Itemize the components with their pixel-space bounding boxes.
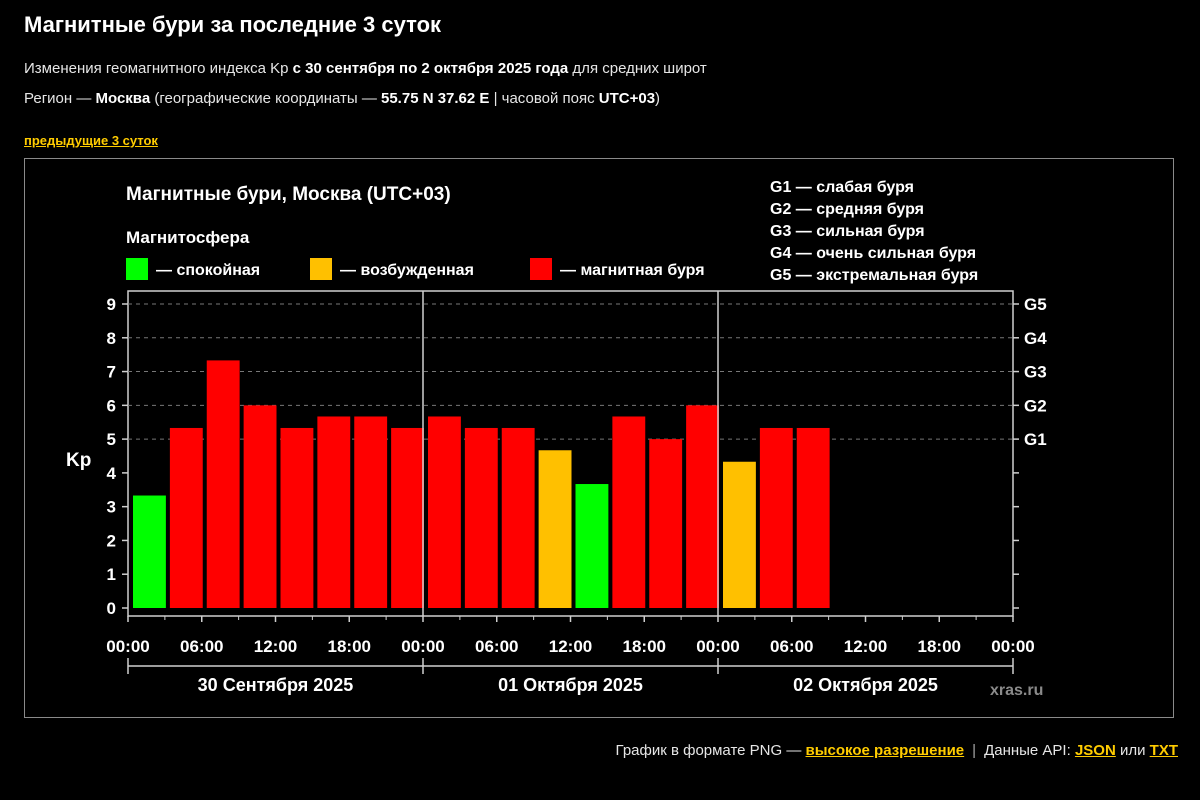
footer-api-text: Данные API:: [984, 742, 1075, 759]
x-tick-label: 12:00: [844, 637, 887, 656]
legend-storm-label: — магнитная буря: [560, 262, 705, 279]
y-tick-label: 7: [107, 363, 116, 382]
region-timezone: UTC+03: [598, 90, 656, 107]
legend-active-swatch: [310, 258, 332, 280]
footer-or-text: или: [1115, 742, 1150, 759]
storm-scale-g3: G3 — сильная буря: [770, 223, 925, 240]
region-city: Москва: [95, 90, 151, 107]
kp-bar: [206, 360, 240, 608]
kp-bar: [501, 427, 535, 608]
footer-png-text: График в формате PNG —: [615, 742, 806, 759]
kp-bar: [391, 427, 424, 608]
x-tick-label: 18:00: [328, 637, 371, 656]
y-tick-label: 5: [107, 430, 116, 449]
x-tick-label: 18:00: [918, 637, 961, 656]
storm-scale-g1: G1 — слабая буря: [770, 179, 914, 196]
x-tick-label: 06:00: [180, 637, 223, 656]
legend-storm-swatch: [530, 258, 552, 280]
footer-separator: |: [972, 742, 977, 759]
y-tick-label: 2: [107, 531, 116, 550]
storm-scale-g4: G4 — очень сильная буря: [770, 245, 976, 262]
y-tick-label: 8: [107, 329, 116, 348]
kp-bar: [354, 416, 388, 608]
y-tick-label: 0: [107, 599, 116, 618]
y-tick-label: 6: [107, 396, 116, 415]
region-info: Регион — Москва (географические координа…: [24, 90, 660, 107]
kp-bar: [133, 495, 166, 608]
region-end: ): [655, 90, 661, 107]
kp-chart: Магнитные бури, Москва (UTC+03) Магнитос…: [66, 179, 1047, 699]
x-tick-label: 06:00: [770, 637, 813, 656]
y-axis-label: Kp: [66, 450, 91, 471]
chart-title: Магнитные бури, Москва (UTC+03): [126, 184, 451, 205]
region-middle: (географические координаты —: [150, 90, 381, 107]
day-label: 30 Сентября 2025: [198, 675, 354, 695]
y-tick-label: 4: [107, 464, 117, 483]
x-tick-label: 00:00: [401, 637, 444, 656]
x-tick-label: 06:00: [475, 637, 518, 656]
kp-bar: [428, 416, 461, 608]
day-label: 01 Октября 2025: [498, 675, 643, 695]
storm-scale-g5: G5 — экстремальная буря: [770, 267, 978, 284]
kp-bar: [243, 405, 277, 608]
x-tick-label: 00:00: [991, 637, 1034, 656]
g-level-label: G5: [1024, 295, 1047, 314]
txt-link[interactable]: TXT: [1149, 742, 1178, 759]
previous-3-days-link[interactable]: предыдущие 3 суток: [24, 133, 158, 148]
g-level-label: G2: [1024, 396, 1047, 415]
kp-bar: [796, 427, 830, 608]
kp-bar: [280, 427, 314, 608]
y-tick-label: 9: [107, 295, 116, 314]
page-subtitle: Изменения геомагнитного индекса Kp с 30 …: [24, 60, 707, 77]
g-level-label: G4: [1024, 329, 1047, 348]
legend-calm-swatch: [126, 258, 148, 280]
high-resolution-link[interactable]: высокое разрешение: [805, 742, 965, 759]
x-tick-label: 18:00: [623, 637, 666, 656]
magnetosphere-label: Магнитосфера: [126, 228, 250, 247]
y-tick-label: 1: [107, 565, 116, 584]
x-tick-label: 00:00: [696, 637, 739, 656]
subtitle-prefix: Изменения геомагнитного индекса Kp: [24, 60, 293, 77]
chart-frame: [24, 158, 1174, 718]
y-tick-label: 3: [107, 498, 116, 517]
legend-calm-label: — спокойная: [156, 262, 260, 279]
kp-bar: [464, 427, 498, 608]
kp-bar: [169, 427, 203, 608]
kp-bar: [686, 405, 719, 608]
storm-scale-g2: G2 — средняя буря: [770, 201, 924, 218]
x-tick-label: 12:00: [254, 637, 297, 656]
x-tick-label: 12:00: [549, 637, 592, 656]
kp-bar: [612, 416, 646, 608]
region-prefix: Регион —: [24, 90, 96, 107]
footer: График в формате PNG — высокое разрешени…: [616, 742, 1178, 759]
day-label: 02 Октября 2025: [793, 675, 938, 695]
page-title: Магнитные бури за последние 3 суток: [24, 12, 442, 37]
x-tick-label: 00:00: [106, 637, 149, 656]
g-level-label: G1: [1024, 430, 1047, 449]
watermark: xras.ru: [990, 682, 1043, 699]
legend-active-label: — возбужденная: [340, 262, 474, 279]
g-level-label: G3: [1024, 363, 1047, 382]
kp-bar: [538, 450, 572, 608]
json-link[interactable]: JSON: [1074, 742, 1116, 759]
region-separator: | часовой пояс: [489, 90, 599, 107]
subtitle-date-range: с 30 сентября по 2 октября 2025 года: [292, 60, 569, 77]
kp-bar: [723, 461, 756, 608]
kp-bar: [575, 484, 609, 608]
kp-bar: [759, 427, 793, 608]
kp-bar: [317, 416, 351, 608]
region-coordinates: 55.75 N 37.62 E: [381, 90, 490, 107]
kp-bar: [649, 439, 683, 608]
subtitle-suffix: для средних широт: [568, 60, 707, 77]
